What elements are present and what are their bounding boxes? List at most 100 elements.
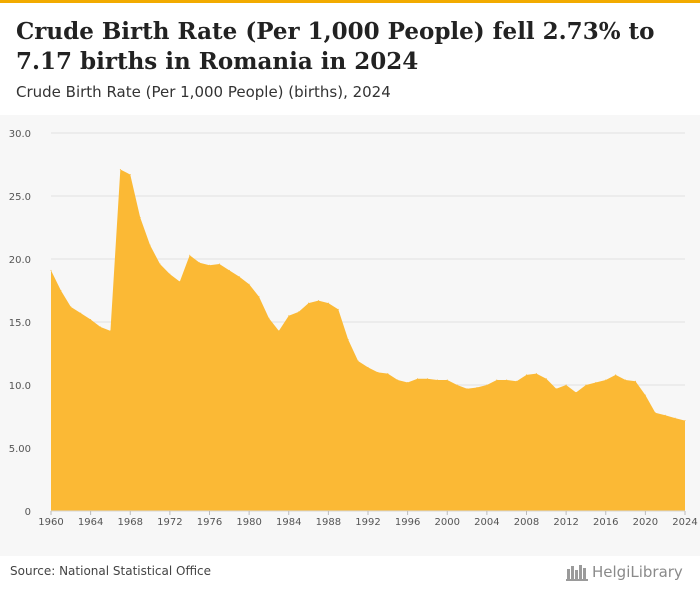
data-point [664,414,666,416]
data-point [535,373,537,375]
x-tick-label: 2024 [672,517,697,528]
x-tick-label: 1984 [276,517,301,528]
data-point [684,420,686,422]
data-point [496,379,498,381]
area-series [51,169,685,511]
data-point [119,169,121,171]
chart-title: Crude Birth Rate (Per 1,000 People) fell… [16,18,655,75]
data-point [456,384,458,386]
brand-logo[interactable]: HelgiLibrary [566,560,683,584]
data-point [317,300,319,302]
data-point [268,317,270,319]
data-point [476,387,478,389]
x-tick-label: 1964 [78,517,103,528]
x-tick-label: 2012 [553,517,578,528]
chart-subtitle: Crude Birth Rate (Per 1,000 People) (bir… [16,83,391,101]
data-point [466,388,468,390]
data-point [436,379,438,381]
data-point [446,379,448,381]
data-point [367,366,369,368]
library-icon [566,565,588,581]
data-point [417,378,419,380]
data-point [426,378,428,380]
data-point [615,374,617,376]
x-tick-label: 1968 [118,517,143,528]
data-point [634,380,636,382]
data-point [644,394,646,396]
x-tick-label: 1996 [395,517,420,528]
data-point [50,269,52,271]
brand-name: HelgiLibrary [592,563,683,581]
data-point [654,412,656,414]
data-point [70,306,72,308]
x-tick-label: 2000 [435,517,460,528]
x-tick-label: 2004 [474,517,499,528]
x-tick-label: 1972 [157,517,182,528]
data-point [387,373,389,375]
data-point [149,244,151,246]
y-tick-label: 0 [25,507,31,518]
y-tick-label: 5.00 [9,444,31,455]
data-point [199,262,201,264]
data-point [80,312,82,314]
data-point [248,283,250,285]
data-point [555,388,557,390]
data-point [308,302,310,304]
data-point [258,296,260,298]
x-tick-label: 2020 [633,517,658,528]
chart-header: Crude Birth Rate (Per 1,000 People) fell… [0,3,700,115]
data-point [575,392,577,394]
y-tick-label: 10.0 [9,381,31,392]
data-point [238,276,240,278]
accent-bar [0,0,700,3]
data-point [288,315,290,317]
data-point [228,269,230,271]
x-tick-label: 1992 [355,517,380,528]
chart-area: 0 5.00 10.0 15.0 20.0 25.0 30.0 1960 1964 1968 197… [0,115,700,556]
data-point [595,381,597,383]
y-tick-label: 25.0 [9,192,31,203]
x-tick-label: 1980 [236,517,261,528]
y-tick-label: 20.0 [9,255,31,266]
y-tick-label: 30.0 [9,129,31,140]
data-point [486,384,488,386]
data-point [565,384,567,386]
data-point [407,381,409,383]
data-point [397,379,399,381]
data-point [298,311,300,313]
data-point [516,380,518,382]
x-tick-label: 1988 [316,517,341,528]
data-point [526,374,527,376]
y-tick-label: 15.0 [9,318,31,329]
data-point [218,263,220,265]
data-point [189,254,191,256]
data-point [169,273,171,275]
data-point [209,264,210,266]
x-tick-label: 1960 [38,517,63,528]
x-tick-label: 2008 [514,517,539,528]
x-tick-label: 1976 [197,517,222,528]
data-point [605,379,607,381]
area-chart: 0 5.00 10.0 15.0 20.0 25.0 30.0 1960 1964 1968 197… [9,129,698,528]
data-point [278,330,280,332]
data-point [357,360,359,362]
data-point [129,174,131,176]
data-point [90,318,92,320]
data-point [585,384,587,386]
data-point [139,216,141,218]
data-point [60,290,62,291]
data-point [337,308,339,310]
data-point [506,379,508,381]
data-point [347,339,349,341]
data-point [674,417,676,419]
data-point [179,281,181,283]
data-point [100,326,102,328]
source-note: Source: National Statistical Office [10,564,212,578]
data-point [159,263,161,265]
data-point [327,302,329,304]
data-point [377,371,379,373]
x-tick-label: 2016 [593,517,618,528]
data-point [109,330,111,332]
data-point [625,379,627,381]
data-point [545,378,547,380]
